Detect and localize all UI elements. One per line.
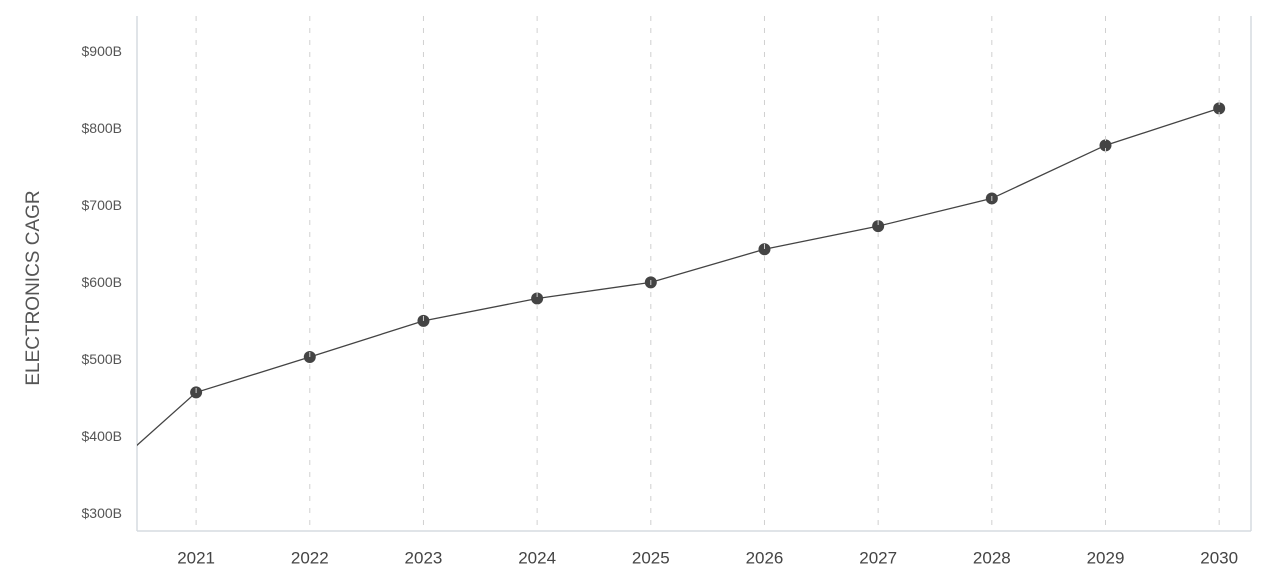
y-tick-label: $500B (82, 351, 122, 367)
point (76, 488, 88, 500)
y-tick-label: $400B (82, 428, 122, 444)
x-tick-label: 2027 (859, 548, 897, 567)
y-tick-label: $300B (82, 505, 122, 521)
y-tick-label: $900B (82, 43, 122, 59)
y-tick-label: $700B (82, 197, 122, 213)
point (872, 220, 885, 233)
x-tick-label: 2024 (518, 548, 556, 567)
y-tick-label: $800B (82, 120, 122, 136)
point (758, 243, 771, 256)
y-axis-title: ELECTRONICS CAGR (23, 190, 44, 385)
point (303, 351, 316, 364)
x-tick-label: 2021 (177, 548, 215, 567)
x-tick-label: 2022 (291, 548, 329, 567)
y-tick-label: $600B (82, 274, 122, 290)
x-tick-label: 2029 (1087, 548, 1125, 567)
x-tick-label: 2026 (746, 548, 784, 567)
point (531, 292, 544, 305)
point (1099, 139, 1112, 152)
x-tick-label: 2030 (1200, 548, 1238, 567)
point (1213, 102, 1226, 115)
x-tick-label: 2028 (973, 548, 1011, 567)
x-tick-label: 2023 (405, 548, 443, 567)
x-tick-label: 2025 (632, 548, 670, 567)
